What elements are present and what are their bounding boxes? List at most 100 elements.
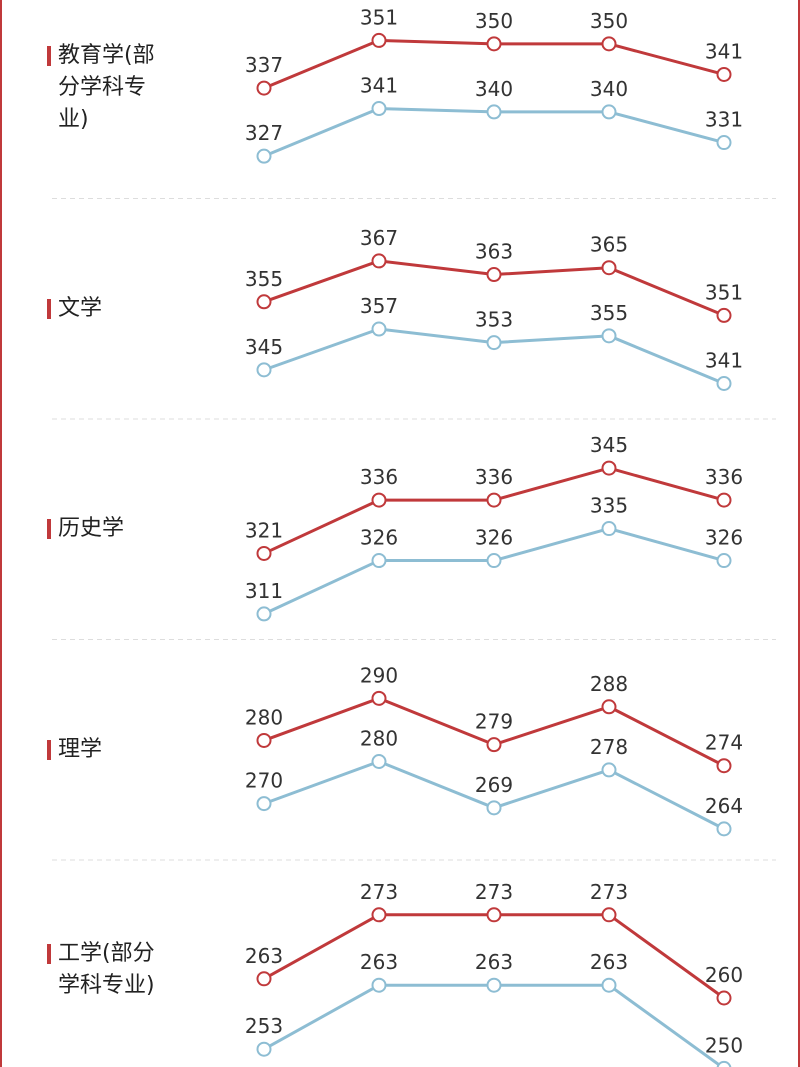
data-label: 340	[475, 77, 513, 101]
point	[601, 762, 617, 778]
point	[601, 977, 617, 993]
point	[256, 606, 272, 622]
data-label: 263	[360, 950, 398, 974]
data-label: 263	[590, 950, 628, 974]
point	[716, 758, 732, 774]
data-label: 288	[590, 672, 628, 696]
point	[371, 977, 387, 993]
point	[486, 36, 502, 52]
point	[256, 796, 272, 812]
data-label: 321	[245, 518, 283, 542]
data-label: 264	[705, 794, 743, 818]
label-marker	[47, 519, 51, 539]
label-marker	[47, 298, 51, 319]
point	[716, 66, 732, 82]
data-label: 335	[590, 494, 628, 518]
data-label: 336	[705, 465, 743, 489]
point	[601, 328, 617, 344]
point	[256, 971, 272, 987]
point	[256, 294, 272, 310]
point	[256, 1041, 272, 1057]
point	[716, 990, 732, 1006]
data-label: 290	[360, 663, 398, 687]
point	[716, 553, 732, 569]
point	[371, 690, 387, 706]
point	[601, 907, 617, 923]
data-label: 351	[705, 280, 743, 304]
data-label: 341	[705, 348, 743, 372]
label-marker	[47, 944, 51, 964]
data-label: 278	[590, 735, 628, 759]
point	[256, 732, 272, 748]
point	[486, 737, 502, 753]
point	[601, 36, 617, 52]
data-label: 350	[475, 9, 513, 33]
point	[601, 699, 617, 715]
label-marker	[47, 46, 51, 66]
data-label: 326	[475, 526, 513, 550]
data-label: 326	[360, 526, 398, 550]
point	[256, 148, 272, 164]
data-label: 273	[475, 880, 513, 904]
point	[716, 307, 732, 323]
data-label: 345	[590, 433, 628, 457]
point	[371, 253, 387, 269]
data-label: 336	[475, 465, 513, 489]
data-label: 365	[590, 233, 628, 257]
label-marker	[47, 739, 51, 760]
data-label: 351	[360, 5, 398, 29]
point	[486, 267, 502, 283]
point	[486, 907, 502, 923]
data-label: 253	[245, 1014, 283, 1038]
data-label: 327	[245, 121, 283, 145]
data-label: 355	[245, 267, 283, 291]
data-label: 274	[705, 731, 743, 755]
data-label: 280	[245, 705, 283, 729]
point	[371, 101, 387, 117]
section-label: 理学	[58, 736, 103, 762]
section-label: 文学	[58, 295, 103, 321]
point	[601, 521, 617, 537]
point	[486, 335, 502, 351]
point	[716, 135, 732, 151]
point	[486, 104, 502, 120]
point	[371, 492, 387, 508]
section-label: 教育学(部分学科专业)	[58, 43, 155, 132]
data-label: 357	[360, 294, 398, 318]
data-label: 341	[360, 74, 398, 98]
point	[486, 492, 502, 508]
point	[371, 553, 387, 569]
point	[601, 104, 617, 120]
data-label: 273	[590, 880, 628, 904]
data-label: 269	[475, 773, 513, 797]
point	[371, 907, 387, 923]
point	[486, 553, 502, 569]
point	[486, 800, 502, 816]
data-label: 311	[245, 579, 283, 603]
data-label: 353	[475, 308, 513, 332]
data-label: 270	[245, 769, 283, 793]
data-label: 363	[475, 240, 513, 264]
data-label: 250	[705, 1033, 743, 1057]
point	[486, 977, 502, 993]
data-label: 350	[590, 9, 628, 33]
point	[256, 545, 272, 561]
data-label: 280	[360, 727, 398, 751]
data-label: 345	[245, 335, 283, 359]
data-label: 336	[360, 465, 398, 489]
data-label: 341	[705, 39, 743, 63]
point	[716, 1060, 732, 1067]
point	[256, 80, 272, 96]
data-label: 279	[475, 710, 513, 734]
point	[371, 321, 387, 337]
data-label: 263	[245, 944, 283, 968]
point	[601, 260, 617, 276]
point	[371, 32, 387, 48]
point	[716, 375, 732, 391]
section-label: 历史学	[58, 516, 125, 541]
data-label: 263	[475, 950, 513, 974]
data-label: 367	[360, 226, 398, 250]
series-line	[263, 983, 725, 1067]
